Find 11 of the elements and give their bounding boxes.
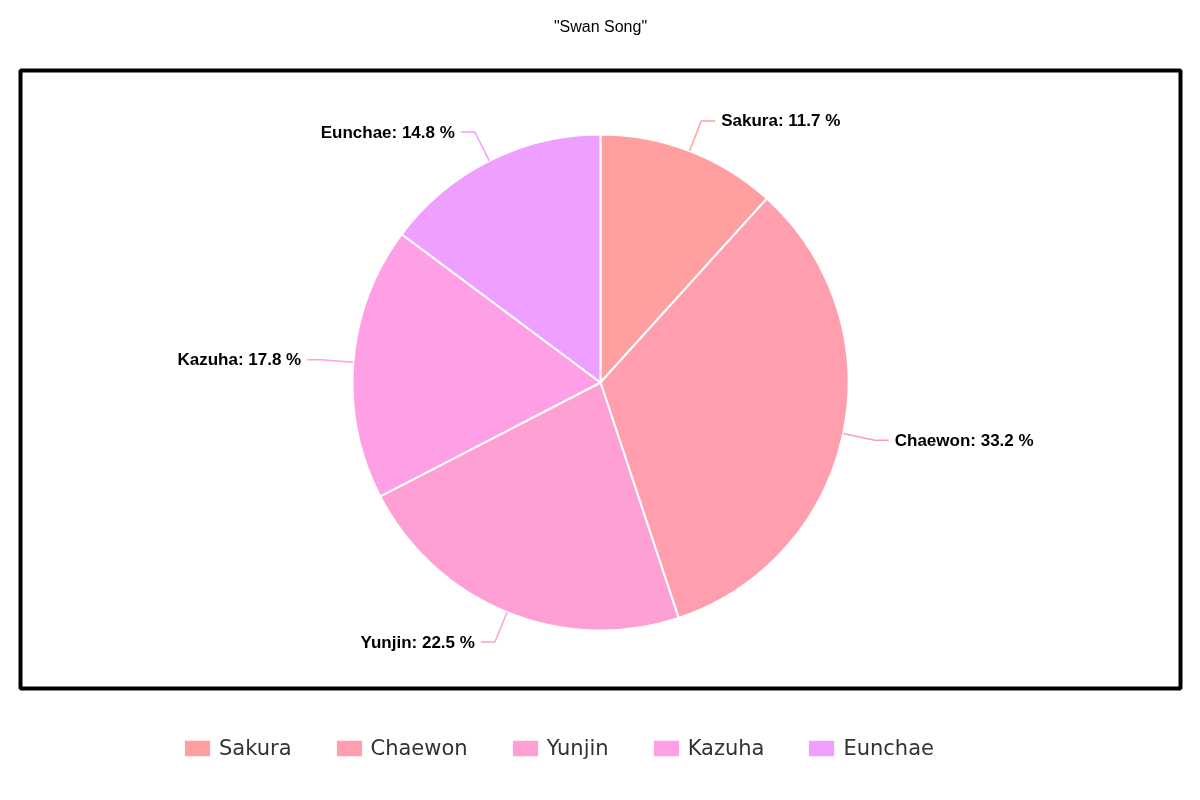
data-label: Chaewon: 33.2 % bbox=[894, 430, 1034, 450]
data-label: Eunchae: 14.8 % bbox=[320, 122, 455, 142]
legend-label: Chaewon bbox=[370, 736, 468, 760]
legend-label: Sakura bbox=[219, 736, 292, 760]
data-label: Sakura: 11.7 % bbox=[721, 111, 841, 131]
legend-label: Eunchae bbox=[843, 736, 934, 760]
data-label: Yunjin: 22.5 % bbox=[360, 632, 475, 652]
chart-title: "Swan Song" bbox=[553, 18, 648, 35]
legend-label: Yunjin bbox=[546, 736, 609, 760]
legend-label: Kazuha bbox=[687, 736, 765, 760]
data-label: Kazuha: 17.8 % bbox=[177, 350, 302, 370]
